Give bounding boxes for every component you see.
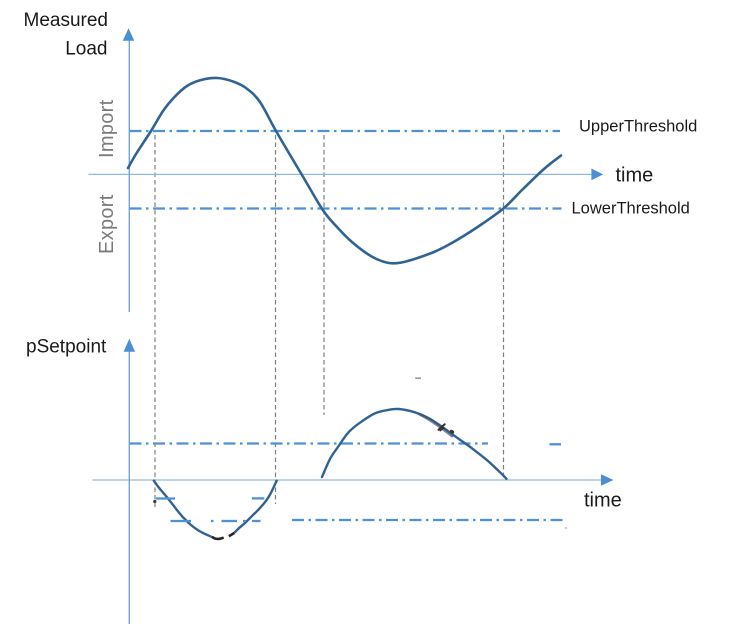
svg-text:Import: Import bbox=[96, 99, 118, 158]
svg-text:Export: Export bbox=[96, 194, 118, 254]
svg-text:Load: Load bbox=[65, 39, 107, 60]
svg-text:UpperThreshold: UpperThreshold bbox=[579, 118, 697, 136]
svg-text:pSetpoint: pSetpoint bbox=[26, 337, 107, 358]
svg-text:Measured: Measured bbox=[24, 10, 109, 31]
svg-text:time: time bbox=[616, 165, 654, 187]
svg-text:time: time bbox=[584, 490, 622, 512]
svg-text:LowerThreshold: LowerThreshold bbox=[572, 200, 690, 218]
